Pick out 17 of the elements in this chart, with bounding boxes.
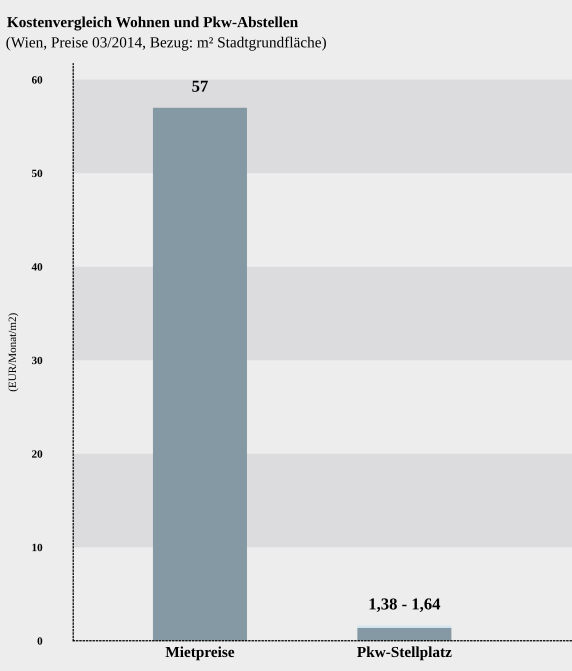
y-tick-label: 30: [32, 356, 42, 364]
bar: [152, 108, 247, 641]
y-tick-label: 10: [32, 544, 42, 552]
chart-title: Kostenvergleich Wohnen und Pkw-Abstellen: [7, 16, 298, 30]
x-tick-label: Pkw-Stellplatz: [357, 646, 452, 660]
x-tick-label: Mietpreise: [166, 646, 234, 660]
y-tick-label: 20: [32, 450, 42, 458]
y-axis-title: (EUR/Monat/m2): [8, 313, 18, 392]
y-tick-label: 50: [32, 170, 42, 178]
total-label: 57: [192, 80, 208, 92]
y-tick-label: 0: [38, 637, 42, 645]
total-label: 1,38 - 1,64: [370, 598, 440, 612]
y-tick-label: 60: [32, 76, 42, 84]
chart-subtitle: (Wien, Preise 03/2014, Bezug: m² Stadtgrundfläche): [6, 36, 326, 51]
bar: [357, 625, 452, 628]
bar: [357, 628, 452, 641]
y-tick-label: 40: [32, 263, 42, 271]
